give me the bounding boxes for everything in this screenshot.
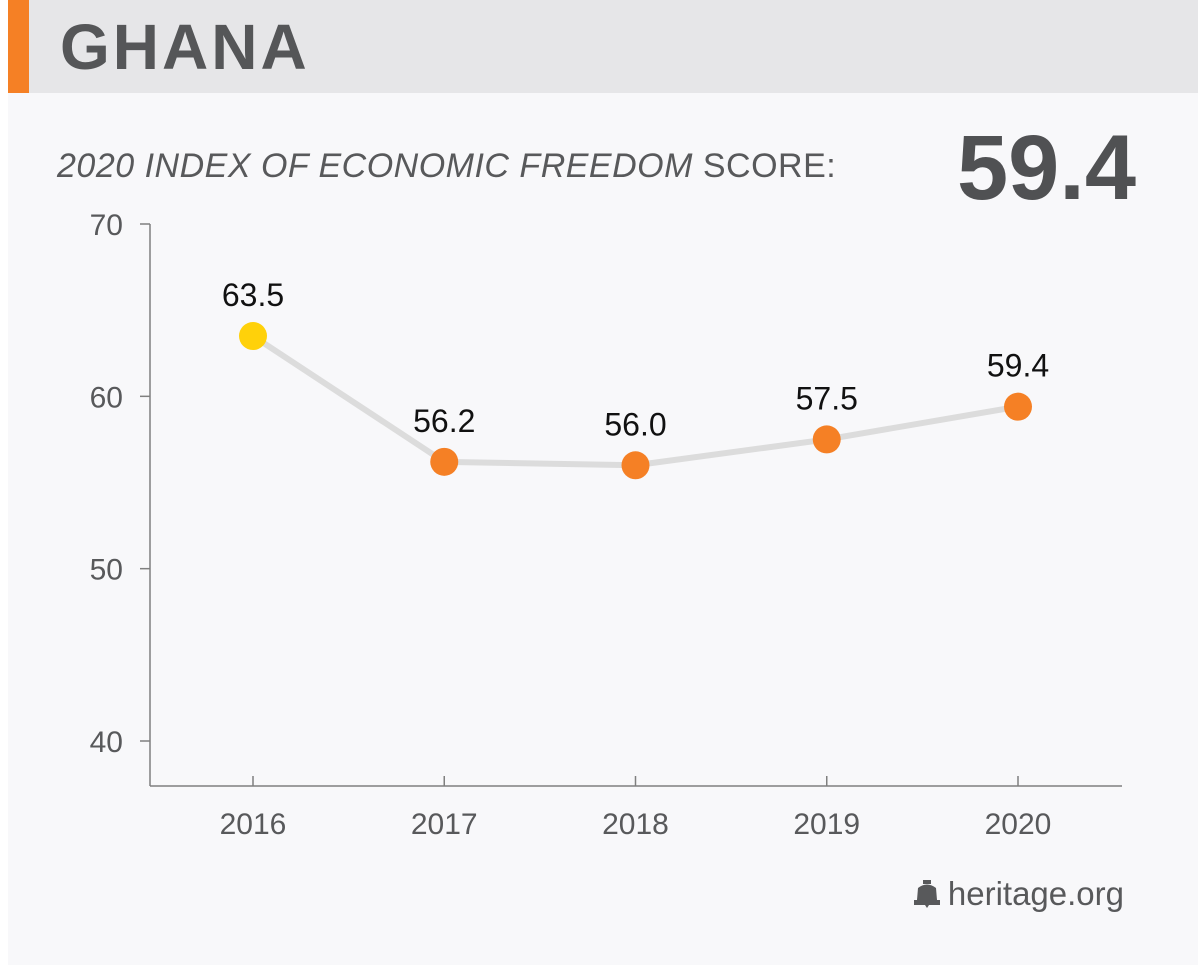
header-bar — [8, 0, 1198, 93]
source-credit: heritage.org — [913, 874, 1124, 914]
data-label: 56.2 — [413, 403, 475, 439]
data-point — [812, 425, 841, 454]
data-point — [1004, 392, 1032, 421]
card-background — [8, 0, 1198, 965]
x-tick-label: 2017 — [411, 808, 478, 841]
x-tick-label: 2018 — [602, 808, 669, 841]
y-tick-label: 40 — [90, 726, 123, 759]
y-tick-label: 70 — [90, 209, 123, 242]
subtitle-italic: 2020 INDEX OF ECONOMIC FREEDOM — [57, 147, 693, 185]
header-accent-stripe — [8, 0, 29, 93]
page-title: GHANA — [60, 11, 310, 83]
y-tick-label: 50 — [90, 554, 123, 587]
y-tick-label: 60 — [90, 381, 123, 414]
series-line — [251, 333, 1019, 469]
data-label: 59.4 — [987, 348, 1049, 384]
credit-text: heritage.org — [947, 875, 1124, 912]
x-tick-label: 2020 — [985, 808, 1052, 841]
data-point — [239, 322, 267, 351]
data-label: 56.0 — [604, 406, 666, 442]
data-label: 63.5 — [222, 277, 284, 313]
x-tick-label: 2016 — [220, 808, 287, 841]
data-label: 57.5 — [796, 380, 858, 416]
subtitle-rest: SCORE: — [692, 147, 837, 185]
data-point — [430, 447, 459, 476]
chart-subtitle: 2020 INDEX OF ECONOMIC FREEDOM SCORE: — [57, 146, 836, 186]
data-point — [621, 451, 650, 480]
score-value: 59.4 — [956, 117, 1136, 219]
liberty-bell-icon — [913, 880, 940, 908]
x-tick-label: 2019 — [793, 808, 860, 841]
